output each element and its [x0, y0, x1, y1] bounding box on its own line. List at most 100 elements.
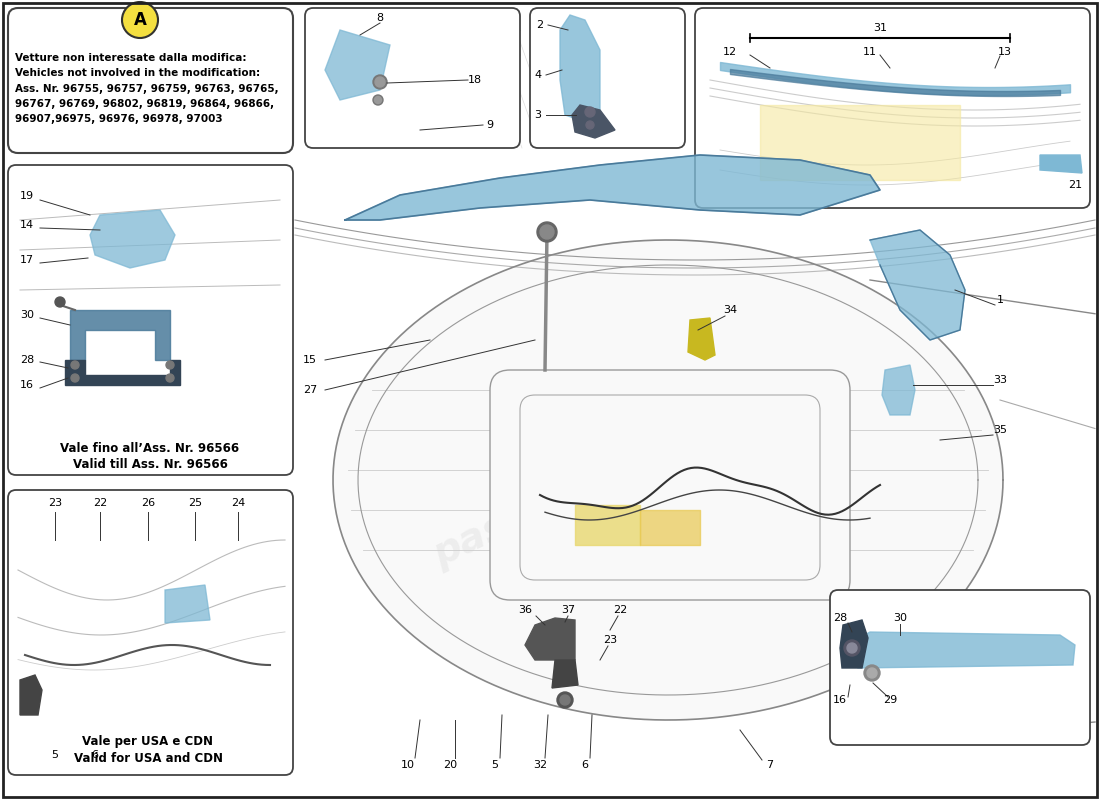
- Polygon shape: [760, 105, 960, 180]
- Text: 15: 15: [302, 355, 317, 365]
- Circle shape: [557, 692, 573, 708]
- Polygon shape: [165, 585, 210, 623]
- Text: 6: 6: [582, 760, 588, 770]
- Text: 20: 20: [443, 760, 458, 770]
- Circle shape: [72, 374, 79, 382]
- Text: Vehicles not involved in the modification:: Vehicles not involved in the modificatio…: [15, 68, 260, 78]
- Text: 33: 33: [993, 375, 1007, 385]
- Text: 30: 30: [893, 613, 907, 623]
- Text: 32: 32: [532, 760, 547, 770]
- Polygon shape: [700, 15, 1085, 195]
- Text: 9: 9: [486, 120, 494, 130]
- Circle shape: [373, 95, 383, 105]
- Text: Vale fino all’Ass. Nr. 96566: Vale fino all’Ass. Nr. 96566: [60, 442, 240, 455]
- FancyBboxPatch shape: [695, 8, 1090, 208]
- Text: 25: 25: [188, 498, 202, 508]
- Polygon shape: [20, 675, 42, 715]
- FancyBboxPatch shape: [490, 370, 850, 600]
- Text: 11: 11: [864, 47, 877, 57]
- Circle shape: [373, 75, 387, 89]
- Text: 19: 19: [20, 191, 34, 201]
- Text: 23: 23: [48, 498, 62, 508]
- Polygon shape: [560, 15, 600, 120]
- Text: 5: 5: [52, 750, 58, 760]
- Circle shape: [540, 225, 554, 239]
- Text: 4: 4: [535, 70, 541, 80]
- Text: 24: 24: [231, 498, 245, 508]
- Text: 16: 16: [833, 695, 847, 705]
- Circle shape: [586, 121, 594, 129]
- Polygon shape: [552, 660, 578, 688]
- Polygon shape: [882, 365, 915, 415]
- Text: 28: 28: [20, 355, 34, 365]
- FancyBboxPatch shape: [830, 590, 1090, 745]
- Polygon shape: [855, 632, 1075, 668]
- Text: 28: 28: [833, 613, 847, 623]
- Text: 26: 26: [141, 498, 155, 508]
- Polygon shape: [70, 310, 170, 360]
- Text: 2: 2: [537, 20, 543, 30]
- Text: 7: 7: [767, 760, 773, 770]
- Polygon shape: [688, 318, 715, 360]
- Text: 6: 6: [91, 750, 99, 760]
- Text: 12: 12: [723, 47, 737, 57]
- Text: 13: 13: [998, 47, 1012, 57]
- Circle shape: [560, 695, 570, 705]
- Text: 36: 36: [518, 605, 532, 615]
- Text: Vetture non interessate dalla modifica:: Vetture non interessate dalla modifica:: [15, 53, 246, 63]
- Polygon shape: [65, 360, 180, 385]
- Text: 21: 21: [1068, 180, 1082, 190]
- Text: 22: 22: [613, 605, 627, 615]
- Text: Ass. Nr. 96755, 96757, 96759, 96763, 96765,: Ass. Nr. 96755, 96757, 96759, 96763, 967…: [15, 84, 278, 94]
- Text: 5: 5: [492, 760, 498, 770]
- Circle shape: [375, 77, 385, 87]
- Polygon shape: [525, 618, 575, 660]
- Circle shape: [864, 665, 880, 681]
- Circle shape: [844, 640, 860, 656]
- Circle shape: [537, 222, 557, 242]
- Text: 27: 27: [302, 385, 317, 395]
- Text: 1: 1: [997, 295, 1003, 305]
- Text: 96767, 96769, 96802, 96819, 96864, 96866,: 96767, 96769, 96802, 96819, 96864, 96866…: [15, 99, 274, 109]
- Text: 31: 31: [873, 23, 887, 33]
- FancyBboxPatch shape: [8, 165, 293, 475]
- Polygon shape: [90, 210, 175, 268]
- Polygon shape: [345, 155, 880, 220]
- Circle shape: [166, 361, 174, 369]
- Text: 3: 3: [535, 110, 541, 120]
- Text: 10: 10: [402, 760, 415, 770]
- Polygon shape: [333, 240, 1003, 720]
- Text: Valid for USA and CDN: Valid for USA and CDN: [74, 752, 222, 765]
- FancyBboxPatch shape: [8, 8, 293, 153]
- Text: passionford.com: passionford.com: [427, 386, 773, 574]
- Text: 8: 8: [376, 13, 384, 23]
- Text: 22: 22: [92, 498, 107, 508]
- Polygon shape: [324, 30, 390, 100]
- Text: 34: 34: [723, 305, 737, 315]
- Text: 16: 16: [20, 380, 34, 390]
- Text: 96907,96975, 96976, 96978, 97003: 96907,96975, 96976, 96978, 97003: [15, 114, 222, 124]
- Text: 14: 14: [20, 220, 34, 230]
- Text: 37: 37: [561, 605, 575, 615]
- Polygon shape: [572, 105, 615, 138]
- Text: 30: 30: [20, 310, 34, 320]
- Polygon shape: [840, 620, 868, 668]
- Text: Valid till Ass. Nr. 96566: Valid till Ass. Nr. 96566: [73, 458, 228, 471]
- Circle shape: [847, 643, 857, 653]
- Text: 23: 23: [603, 635, 617, 645]
- Polygon shape: [870, 230, 965, 340]
- FancyBboxPatch shape: [8, 490, 293, 775]
- Circle shape: [122, 2, 158, 38]
- Polygon shape: [1040, 155, 1082, 173]
- Circle shape: [72, 361, 79, 369]
- Text: 18: 18: [468, 75, 482, 85]
- Circle shape: [166, 374, 174, 382]
- Text: 17: 17: [20, 255, 34, 265]
- Text: 29: 29: [883, 695, 898, 705]
- Circle shape: [585, 107, 595, 117]
- Circle shape: [374, 97, 382, 103]
- Circle shape: [55, 297, 65, 307]
- Text: Vale per USA e CDN: Vale per USA e CDN: [82, 735, 213, 748]
- Text: A: A: [133, 11, 146, 29]
- Text: 35: 35: [993, 425, 1007, 435]
